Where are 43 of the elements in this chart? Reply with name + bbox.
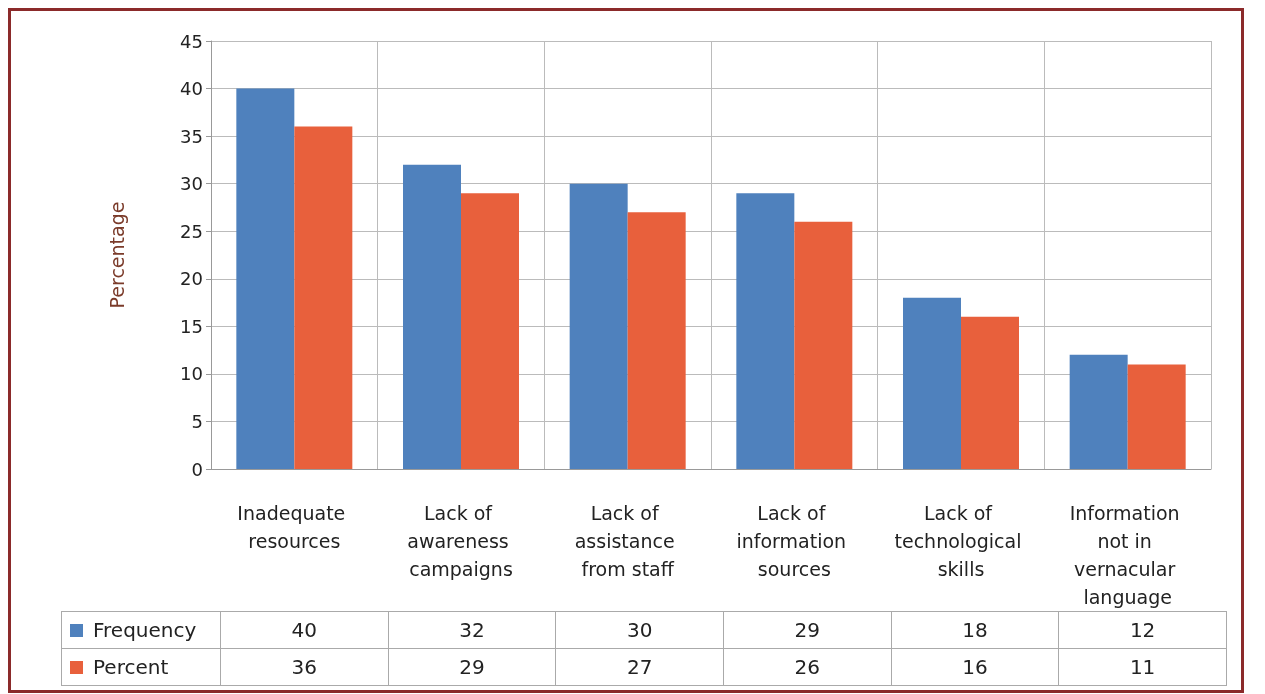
y-tick-label: 30	[180, 173, 203, 195]
y-tick-label: 0	[191, 458, 203, 480]
y-axis-title: Percentage	[105, 201, 128, 309]
data-label: 16	[891, 648, 1059, 686]
y-tick-label: 15	[180, 315, 203, 337]
y-tick-label: 5	[191, 410, 203, 432]
bar	[903, 297, 961, 469]
bar	[403, 164, 461, 469]
data-label: 29	[723, 611, 892, 649]
legend-label: Frequency	[93, 618, 197, 642]
data-label: 12	[1058, 611, 1227, 649]
y-tick-label: 40	[180, 78, 203, 100]
bar	[961, 316, 1019, 469]
data-label: 26	[723, 648, 892, 686]
x-tick-label: Lack of information sources	[736, 502, 853, 580]
bar	[294, 126, 353, 469]
data-label: 27	[555, 648, 724, 686]
legend-label: Percent	[93, 655, 169, 679]
x-tick-label: Lack of awareness campaigns	[407, 502, 515, 580]
bar	[1069, 354, 1128, 469]
x-tick-label: Lack of technological skills	[894, 502, 1028, 580]
bar	[1127, 364, 1186, 469]
bar	[736, 193, 795, 469]
data-label: 29	[388, 648, 556, 686]
bar	[627, 212, 686, 469]
data-label: 30	[555, 611, 724, 649]
y-tick-label: 20	[180, 268, 203, 290]
data-label: 36	[220, 648, 389, 686]
data-label: 18	[891, 611, 1059, 649]
bar	[794, 221, 853, 469]
y-tick-label: 35	[180, 125, 203, 147]
x-tick-label: Lack of assistance from staff	[574, 502, 681, 580]
x-tick-label: Inadequate resources	[237, 502, 352, 552]
data-label: 32	[388, 611, 556, 649]
y-tick-label: 25	[180, 220, 203, 242]
y-tick-label: 45	[180, 30, 203, 52]
bar	[569, 183, 628, 469]
data-label: 11	[1058, 648, 1227, 686]
bar	[461, 193, 519, 469]
x-tick-label: Information not in vernacular language	[1069, 502, 1186, 608]
bar	[236, 88, 295, 469]
y-tick-label: 10	[180, 363, 203, 385]
data-label: 40	[220, 611, 389, 649]
